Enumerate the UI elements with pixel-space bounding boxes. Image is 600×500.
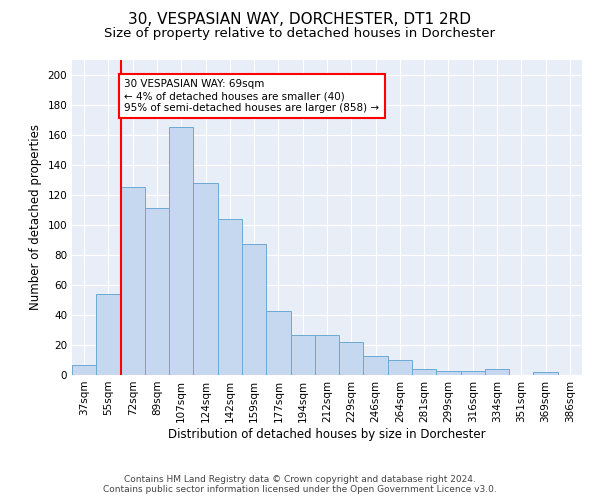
Bar <box>315 334 339 375</box>
Bar <box>193 183 218 375</box>
Bar <box>461 370 485 375</box>
Bar <box>121 188 145 375</box>
Bar <box>145 208 169 375</box>
X-axis label: Distribution of detached houses by size in Dorchester: Distribution of detached houses by size … <box>168 428 486 440</box>
Bar <box>533 372 558 375</box>
Bar <box>364 356 388 375</box>
Text: Size of property relative to detached houses in Dorchester: Size of property relative to detached ho… <box>104 28 496 40</box>
Bar <box>242 244 266 375</box>
Bar <box>485 369 509 375</box>
Text: Contains HM Land Registry data © Crown copyright and database right 2024.
Contai: Contains HM Land Registry data © Crown c… <box>103 474 497 494</box>
Y-axis label: Number of detached properties: Number of detached properties <box>29 124 42 310</box>
Bar <box>412 369 436 375</box>
Bar <box>96 294 121 375</box>
Bar <box>339 342 364 375</box>
Bar <box>436 370 461 375</box>
Bar <box>218 219 242 375</box>
Bar <box>266 310 290 375</box>
Bar <box>169 128 193 375</box>
Text: 30 VESPASIAN WAY: 69sqm
← 4% of detached houses are smaller (40)
95% of semi-det: 30 VESPASIAN WAY: 69sqm ← 4% of detached… <box>124 80 379 112</box>
Text: 30, VESPASIAN WAY, DORCHESTER, DT1 2RD: 30, VESPASIAN WAY, DORCHESTER, DT1 2RD <box>128 12 472 28</box>
Bar <box>388 360 412 375</box>
Bar <box>72 364 96 375</box>
Bar <box>290 334 315 375</box>
